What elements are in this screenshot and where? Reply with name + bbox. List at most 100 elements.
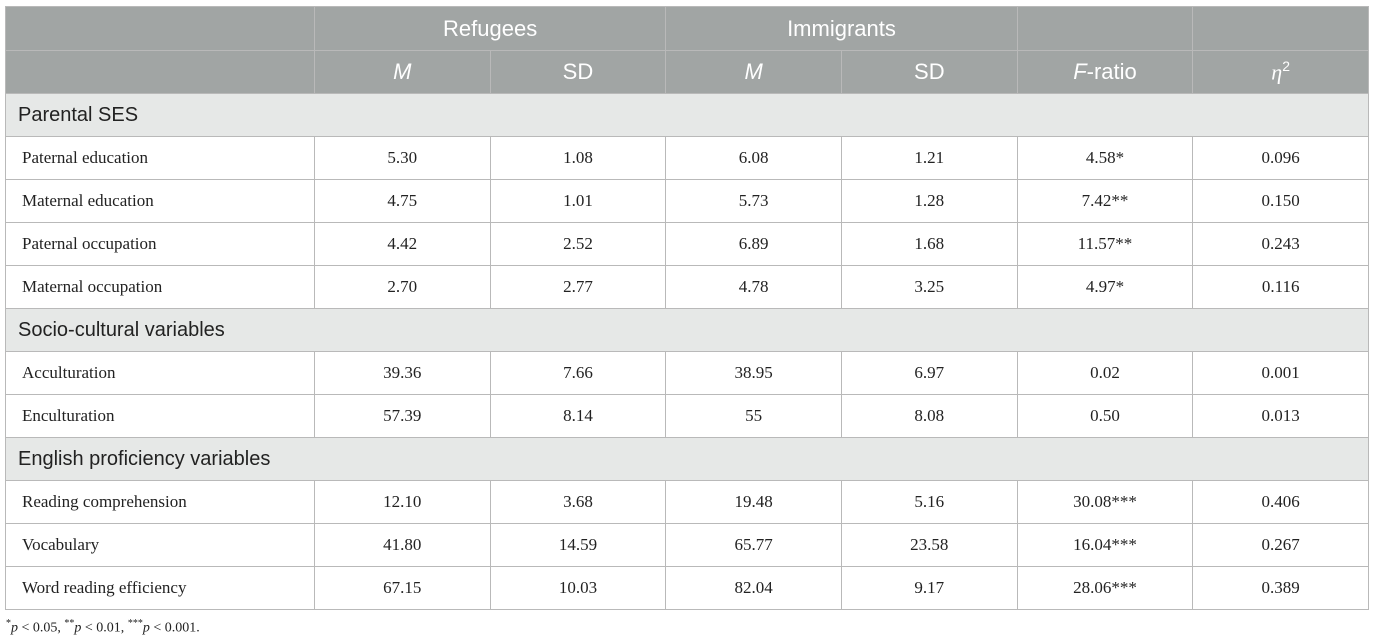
footnote-star-2: ** — [64, 618, 75, 629]
header-corner — [5, 6, 315, 51]
table-row: Paternal education 5.30 1.08 6.08 1.21 4.58* 0… — [5, 136, 1369, 180]
table-row: Enculturation 57.39 8.14 55 8.08 0.50 0.013 — [5, 394, 1369, 438]
table-row: Maternal occupation 2.70 2.77 4.78 3.25 4.97*… — [5, 265, 1369, 309]
eta-squared-cell: 0.013 — [1192, 394, 1369, 438]
header-empty-eta — [1192, 6, 1369, 51]
table-row: Maternal education 4.75 1.01 5.73 1.28 7.42**… — [5, 179, 1369, 223]
immigrants-sd-cell: 1.28 — [840, 179, 1018, 223]
refugees-sd-cell: 1.08 — [489, 136, 667, 180]
table-row: Word reading efficiency 67.15 10.03 82.04 9.… — [5, 566, 1369, 610]
eta-squared-cell: 0.267 — [1192, 523, 1369, 567]
table-row: Vocabulary 41.80 14.59 65.77 23.58 16.04*** 0.… — [5, 523, 1369, 567]
header-sub-row: M SD M SD F-ratio η2 — [5, 50, 1369, 94]
footnote-p-2: p — [74, 620, 82, 636]
row-label: Paternal occupation — [5, 222, 315, 266]
immigrants-sd-cell: 1.68 — [840, 222, 1018, 266]
header-f-letter: F — [1073, 59, 1087, 84]
footnote-p-3: p — [142, 620, 150, 636]
row-label: Enculturation — [5, 394, 315, 438]
table-row: Paternal occupation 4.42 2.52 6.89 1.68 11.57… — [5, 222, 1369, 266]
immigrants-mean-cell: 82.04 — [665, 566, 842, 610]
f-ratio-cell: 28.06*** — [1016, 566, 1194, 610]
header-f-ratio: F-ratio — [1016, 50, 1194, 94]
header-eta-symbol: η — [1271, 59, 1283, 85]
f-ratio-cell: 4.58* — [1016, 136, 1194, 180]
immigrants-sd-cell: 1.21 — [840, 136, 1018, 180]
immigrants-mean-cell: 19.48 — [665, 480, 842, 524]
header-immigrants-sd: SD — [840, 50, 1018, 94]
header-group-immigrants: Immigrants — [665, 6, 1018, 51]
header-immigrants-mean: M — [665, 50, 842, 94]
footnote-threshold-2: < 0.01, — [81, 620, 128, 636]
immigrants-mean-cell: 6.08 — [665, 136, 842, 180]
section-title: Parental SES — [5, 93, 1369, 137]
f-ratio-cell: 4.97* — [1016, 265, 1194, 309]
table-row: Reading comprehension 12.10 3.68 19.48 5.16 3… — [5, 480, 1369, 524]
immigrants-mean-cell: 55 — [665, 394, 842, 438]
row-label: Vocabulary — [5, 523, 315, 567]
row-label: Acculturation — [5, 351, 315, 395]
f-ratio-cell: 30.08*** — [1016, 480, 1194, 524]
footnote-threshold-3: < 0.001. — [149, 620, 200, 636]
immigrants-mean-cell: 4.78 — [665, 265, 842, 309]
immigrants-sd-cell: 5.16 — [840, 480, 1018, 524]
header-refugees-mean: M — [313, 50, 491, 94]
immigrants-mean-cell: 6.89 — [665, 222, 842, 266]
eta-squared-cell: 0.406 — [1192, 480, 1369, 524]
table-footnote: *p < 0.05, **p < 0.01, ***p < 0.001. — [6, 618, 200, 637]
refugees-mean-cell: 39.36 — [313, 351, 491, 395]
section-row: English proficiency variables — [5, 437, 1369, 481]
section-row: Socio-cultural variables — [5, 308, 1369, 352]
header-group-row: Refugees Immigrants — [5, 6, 1369, 51]
refugees-mean-cell: 4.75 — [313, 179, 491, 223]
eta-squared-cell: 0.150 — [1192, 179, 1369, 223]
header-empty-f — [1016, 6, 1194, 51]
refugees-sd-cell: 2.77 — [489, 265, 667, 309]
header-sub-corner — [5, 50, 315, 94]
footnote-p-1: p — [11, 620, 18, 636]
row-label: Maternal occupation — [5, 265, 315, 309]
refugees-mean-cell: 41.80 — [313, 523, 491, 567]
immigrants-sd-cell: 23.58 — [840, 523, 1018, 567]
refugees-mean-cell: 57.39 — [313, 394, 491, 438]
header-f-suffix: -ratio — [1086, 59, 1137, 84]
eta-squared-cell: 0.116 — [1192, 265, 1369, 309]
immigrants-sd-cell: 9.17 — [840, 566, 1018, 610]
footnote-threshold-1: < 0.05, — [18, 620, 65, 636]
eta-squared-cell: 0.389 — [1192, 566, 1369, 610]
immigrants-sd-cell: 8.08 — [840, 394, 1018, 438]
header-refugees-sd: SD — [489, 50, 667, 94]
refugees-mean-cell: 4.42 — [313, 222, 491, 266]
eta-squared-cell: 0.243 — [1192, 222, 1369, 266]
row-label: Word reading efficiency — [5, 566, 315, 610]
f-ratio-cell: 0.02 — [1016, 351, 1194, 395]
refugees-sd-cell: 2.52 — [489, 222, 667, 266]
f-ratio-cell: 11.57** — [1016, 222, 1194, 266]
table-header: Refugees Immigrants M SD M SD F-ratio η2 — [5, 6, 1369, 94]
row-label: Maternal education — [5, 179, 315, 223]
refugees-sd-cell: 14.59 — [489, 523, 667, 567]
eta-squared-cell: 0.096 — [1192, 136, 1369, 180]
refugees-mean-cell: 2.70 — [313, 265, 491, 309]
header-group-refugees: Refugees — [313, 6, 667, 51]
refugees-sd-cell: 7.66 — [489, 351, 667, 395]
section-row: Parental SES — [5, 93, 1369, 137]
eta-squared-cell: 0.001 — [1192, 351, 1369, 395]
footnote-star-3: *** — [127, 618, 143, 629]
f-ratio-cell: 16.04*** — [1016, 523, 1194, 567]
f-ratio-cell: 0.50 — [1016, 394, 1194, 438]
row-label: Paternal education — [5, 136, 315, 180]
table-body: Parental SES Paternal education 5.30 1.08 6.… — [5, 93, 1369, 610]
stats-table: Refugees Immigrants M SD M SD F-ratio η2… — [5, 6, 1369, 610]
header-eta-squared: η2 — [1192, 50, 1369, 94]
refugees-mean-cell: 67.15 — [313, 566, 491, 610]
immigrants-mean-cell: 38.95 — [665, 351, 842, 395]
row-label: Reading comprehension — [5, 480, 315, 524]
refugees-sd-cell: 8.14 — [489, 394, 667, 438]
immigrants-mean-cell: 65.77 — [665, 523, 842, 567]
footnote-star-1: * — [6, 618, 11, 629]
table-row: Acculturation 39.36 7.66 38.95 6.97 0.02 0.001 — [5, 351, 1369, 395]
refugees-mean-cell: 12.10 — [313, 480, 491, 524]
immigrants-sd-cell: 6.97 — [840, 351, 1018, 395]
refugees-sd-cell: 3.68 — [489, 480, 667, 524]
